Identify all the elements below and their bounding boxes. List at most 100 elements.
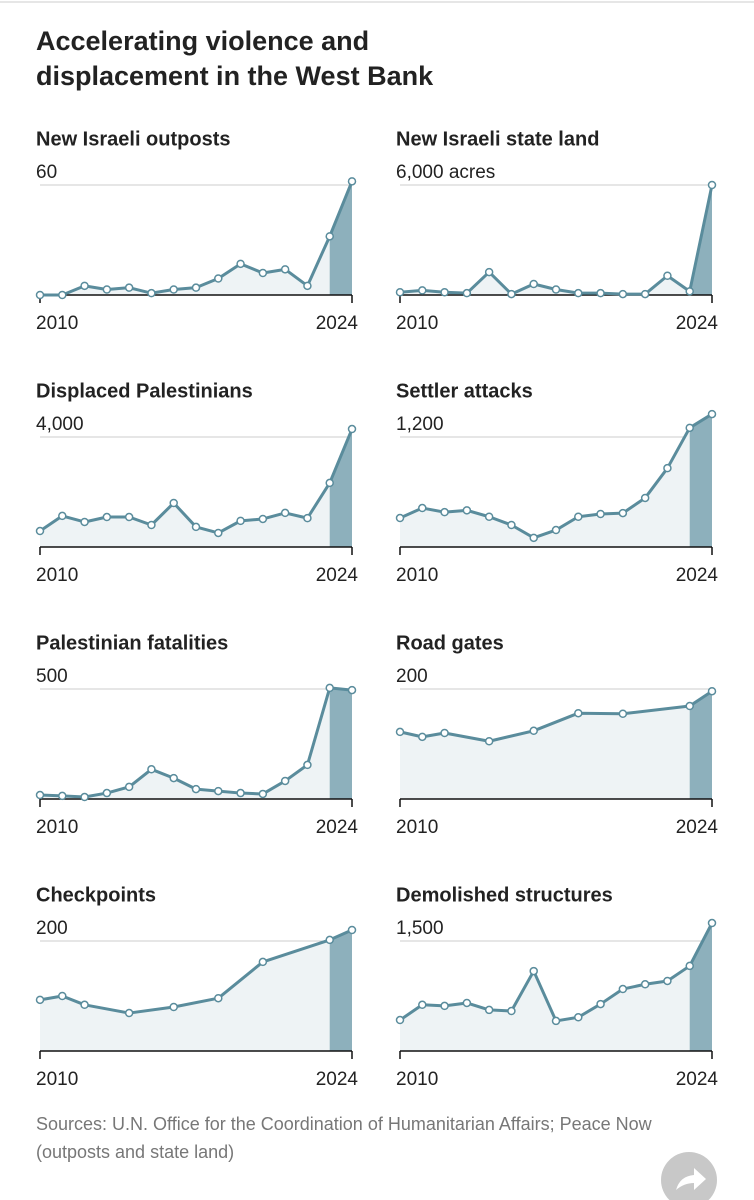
point: [685, 961, 694, 971]
point: [124, 512, 134, 522]
point: [80, 517, 89, 527]
y-tick-label: 200: [36, 918, 68, 939]
x-tick-label: 2010: [36, 1069, 78, 1090]
x-tick-label: 2010: [396, 817, 438, 838]
point: [169, 1002, 178, 1012]
point: [303, 513, 312, 523]
point: [258, 789, 268, 799]
area: [40, 181, 352, 295]
point: [484, 737, 494, 746]
x-tick-label: 2024: [676, 817, 719, 838]
point: [640, 980, 650, 989]
point: [214, 993, 223, 1003]
point: [280, 265, 290, 274]
chart-title: Demolished structures: [396, 884, 613, 906]
area: [400, 923, 712, 1051]
point: [663, 976, 672, 986]
point: [147, 288, 156, 298]
x-tick-label: 2010: [396, 1069, 438, 1090]
line: [40, 180, 354, 297]
y-tick-label: 60: [36, 162, 57, 183]
point: [191, 283, 201, 292]
x-tick-label: 2024: [316, 565, 359, 586]
point: [685, 423, 694, 433]
x-tick-label: 2024: [316, 313, 359, 334]
point: [574, 708, 583, 718]
area: [40, 687, 352, 799]
point: [663, 463, 672, 473]
share-button[interactable]: [661, 1152, 717, 1200]
point: [596, 999, 605, 1009]
point: [236, 788, 245, 798]
point: [440, 728, 449, 738]
point: [35, 290, 45, 300]
highlight-area: [329, 687, 352, 799]
chart-title: Displaced Palestinians: [36, 380, 253, 402]
point: [418, 1000, 427, 1010]
point: [484, 267, 494, 277]
point: [325, 232, 334, 241]
point: [35, 526, 45, 536]
point: [325, 935, 334, 945]
point: [258, 268, 268, 278]
highlight-area: [329, 429, 352, 547]
x-tick-label: 2010: [36, 313, 78, 334]
point: [462, 506, 472, 515]
point: [80, 792, 89, 802]
point: [529, 533, 538, 543]
point: [102, 788, 112, 798]
point: [395, 288, 405, 297]
x-tick-label: 2010: [396, 565, 438, 586]
point: [529, 726, 538, 736]
point: [214, 786, 223, 796]
x-tick-label: 2024: [316, 817, 359, 838]
share-icon[interactable]: [676, 1168, 706, 1190]
chart-title: Settler attacks: [396, 380, 533, 402]
point: [507, 289, 516, 299]
point: [258, 957, 268, 967]
chart-title: Palestinian fatalities: [36, 632, 228, 654]
point: [124, 782, 134, 792]
point: [395, 1015, 405, 1025]
point: [58, 791, 67, 801]
x-tick-label: 2010: [396, 313, 438, 334]
x-tick-label: 2024: [316, 1069, 359, 1090]
x-tick-label: 2024: [676, 1069, 719, 1090]
point: [551, 285, 561, 294]
point: [347, 177, 357, 186]
point: [395, 727, 405, 737]
point: [58, 290, 67, 300]
point: [440, 288, 449, 297]
point: [618, 709, 628, 718]
page-title: Accelerating violence and displacement i…: [36, 26, 434, 91]
point: [574, 512, 583, 521]
x-tick-label: 2010: [36, 565, 78, 586]
point: [169, 285, 178, 294]
point: [707, 409, 717, 419]
x-tick-label: 2024: [676, 565, 719, 586]
point: [484, 512, 494, 521]
point: [640, 289, 650, 299]
x-tick-label: 2024: [676, 313, 719, 334]
point: [418, 732, 427, 742]
chart-title: Road gates: [396, 632, 504, 654]
point: [440, 507, 449, 517]
point: [618, 984, 628, 994]
point: [418, 503, 427, 513]
point: [574, 1013, 583, 1022]
point: [618, 508, 628, 518]
point: [124, 1008, 134, 1018]
chart-title: Checkpoints: [36, 884, 156, 906]
chart-title: New Israeli state land: [396, 128, 599, 150]
point: [440, 1001, 449, 1011]
point: [124, 283, 134, 292]
point: [214, 528, 223, 538]
source-note: Sources: U.N. Office for the Coordinatio…: [36, 1114, 652, 1162]
point: [347, 685, 357, 695]
highlight-area: [689, 414, 712, 547]
point: [507, 1006, 516, 1016]
area: [40, 930, 352, 1051]
point: [169, 498, 178, 508]
point: [551, 1016, 561, 1026]
